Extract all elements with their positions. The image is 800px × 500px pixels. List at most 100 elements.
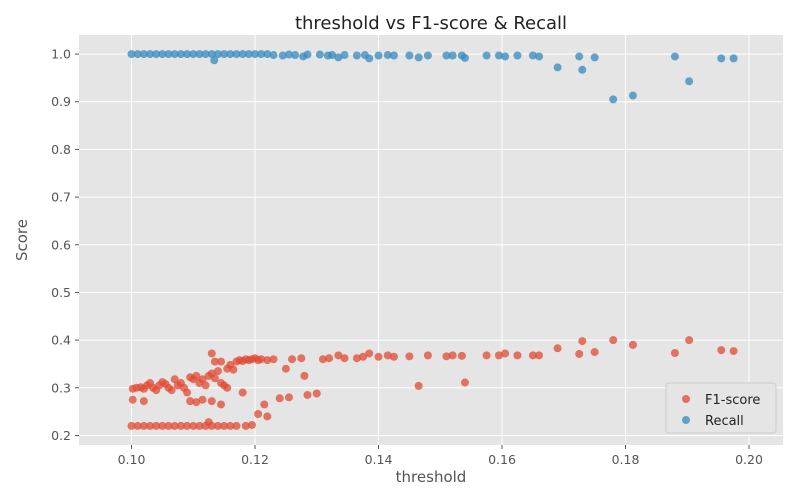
data-point bbox=[535, 52, 544, 61]
data-point bbox=[405, 51, 414, 60]
data-point bbox=[535, 351, 544, 360]
data-point bbox=[254, 410, 263, 419]
data-point bbox=[340, 354, 349, 363]
data-point bbox=[133, 421, 142, 430]
data-point bbox=[575, 349, 584, 358]
data-point bbox=[303, 390, 312, 399]
x-axis-ticks: 0.10 0.12 0.14 0.16 0.18 0.20 bbox=[118, 445, 763, 467]
data-point bbox=[128, 395, 137, 404]
data-point bbox=[223, 383, 232, 392]
data-point bbox=[201, 381, 210, 390]
data-point bbox=[164, 421, 173, 430]
data-point bbox=[167, 386, 176, 395]
y-axis-label: Score bbox=[13, 219, 31, 261]
x-tick-label: 0.14 bbox=[365, 452, 393, 467]
data-point bbox=[226, 421, 235, 430]
data-point bbox=[189, 421, 198, 430]
y-tick-label: 0.2 bbox=[51, 428, 71, 443]
data-point bbox=[229, 365, 238, 374]
data-point bbox=[685, 336, 694, 345]
data-point bbox=[217, 400, 226, 409]
data-point bbox=[318, 355, 327, 364]
data-point bbox=[685, 77, 694, 86]
series-recall bbox=[127, 50, 738, 104]
x-tick-label: 0.12 bbox=[241, 452, 269, 467]
data-point bbox=[257, 355, 266, 364]
data-point bbox=[501, 52, 510, 61]
data-point bbox=[127, 50, 136, 59]
data-point bbox=[460, 53, 469, 62]
data-point bbox=[457, 351, 466, 360]
data-point bbox=[528, 351, 537, 360]
data-point bbox=[247, 420, 256, 429]
data-point bbox=[575, 52, 584, 61]
data-point bbox=[244, 50, 253, 59]
data-point bbox=[628, 91, 637, 100]
chart-title: threshold vs F1-score & Recall bbox=[295, 13, 567, 34]
data-point bbox=[232, 50, 241, 59]
data-point bbox=[198, 375, 207, 384]
data-point bbox=[501, 349, 510, 358]
y-tick-label: 0.3 bbox=[51, 380, 71, 395]
data-point bbox=[423, 51, 432, 60]
y-axis-ticks: 0.2 0.3 0.4 0.5 0.6 0.7 0.8 0.9 1.0 bbox=[51, 47, 79, 443]
data-point bbox=[195, 421, 204, 430]
data-point bbox=[257, 50, 266, 59]
data-point bbox=[365, 349, 374, 358]
x-tick-label: 0.20 bbox=[735, 452, 763, 467]
data-point bbox=[460, 378, 469, 387]
data-point bbox=[207, 397, 216, 406]
data-point bbox=[553, 63, 562, 72]
data-point bbox=[183, 50, 192, 59]
data-point bbox=[183, 421, 192, 430]
data-point bbox=[170, 421, 179, 430]
data-point bbox=[670, 52, 679, 61]
legend-marker-f1-score bbox=[682, 395, 690, 403]
data-point bbox=[288, 355, 297, 364]
data-point bbox=[210, 56, 219, 65]
data-point bbox=[127, 421, 136, 430]
data-point bbox=[204, 418, 213, 427]
data-point bbox=[158, 421, 167, 430]
data-point bbox=[389, 51, 398, 60]
data-point bbox=[192, 371, 201, 380]
data-point bbox=[275, 394, 284, 403]
data-point bbox=[139, 397, 148, 406]
legend-label-recall: Recall bbox=[705, 414, 744, 429]
data-point bbox=[139, 50, 148, 59]
data-point bbox=[528, 51, 537, 60]
data-point bbox=[442, 51, 451, 60]
data-point bbox=[300, 371, 309, 380]
data-point bbox=[513, 51, 522, 60]
data-point bbox=[281, 364, 290, 373]
data-point bbox=[207, 50, 216, 59]
legend-box bbox=[665, 382, 777, 434]
data-point bbox=[340, 51, 349, 60]
data-point bbox=[186, 397, 195, 406]
data-point bbox=[334, 351, 343, 360]
data-point bbox=[176, 421, 185, 430]
data-point bbox=[334, 53, 343, 62]
data-point bbox=[352, 354, 361, 363]
data-point bbox=[284, 50, 293, 59]
series-f1-score bbox=[127, 336, 738, 430]
data-point bbox=[251, 50, 259, 59]
data-point bbox=[365, 54, 374, 63]
data-point bbox=[263, 50, 272, 59]
data-point bbox=[513, 351, 522, 360]
data-point bbox=[578, 65, 587, 74]
data-point bbox=[328, 51, 337, 60]
data-point bbox=[238, 388, 247, 397]
y-tick-label: 1.0 bbox=[51, 47, 71, 62]
x-tick-label: 0.18 bbox=[612, 452, 640, 467]
data-point bbox=[352, 51, 361, 60]
data-point bbox=[414, 53, 423, 62]
data-point bbox=[278, 51, 287, 60]
data-point bbox=[325, 354, 334, 363]
data-point bbox=[315, 50, 324, 59]
data-point bbox=[195, 50, 204, 59]
data-point bbox=[448, 51, 457, 60]
data-point bbox=[260, 400, 269, 409]
data-point bbox=[201, 50, 210, 59]
